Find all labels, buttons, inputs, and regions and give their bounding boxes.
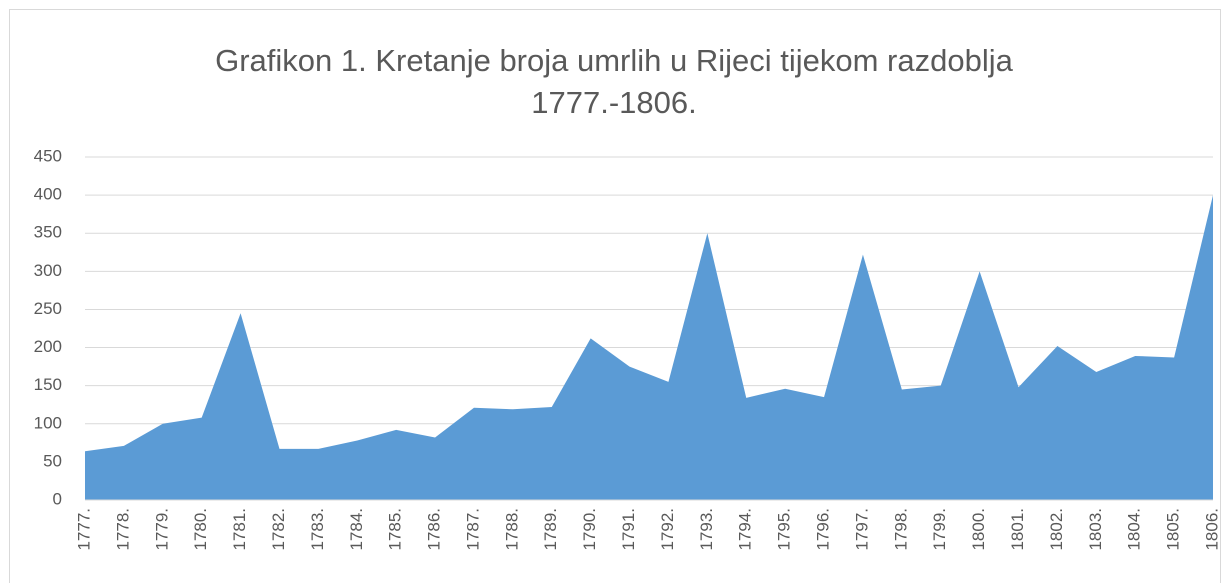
x-tick-label: 1795. [775, 508, 794, 551]
y-tick-label: 450 [34, 146, 62, 165]
y-tick-label: 350 [34, 223, 62, 242]
x-tick-label: 1780. [191, 508, 210, 551]
area [85, 195, 1213, 500]
x-tick-label: 1797. [852, 508, 871, 551]
x-tick-label: 1784. [347, 508, 366, 551]
x-tick-label: 1783. [308, 508, 327, 551]
x-tick-label: 1789. [541, 508, 560, 551]
x-tick-label: 1792. [658, 508, 677, 551]
x-tick-label: 1801. [1008, 508, 1027, 551]
x-tick-label: 1794. [736, 508, 755, 551]
x-tick-label: 1787. [463, 508, 482, 551]
x-tick-label: 1790. [580, 508, 599, 551]
x-tick-label: 1804. [1125, 508, 1144, 551]
y-tick-label: 50 [43, 451, 62, 470]
x-tick-label: 1805. [1164, 508, 1183, 551]
x-tick-label: 1777. [74, 508, 93, 551]
y-tick-label: 0 [53, 489, 62, 508]
x-tick-label: 1785. [386, 508, 405, 551]
x-tick-label: 1798. [891, 508, 910, 551]
x-tick-label: 1778. [113, 508, 132, 551]
y-tick-label: 300 [34, 261, 62, 280]
x-tick-label: 1799. [930, 508, 949, 551]
x-tick-label: 1793. [697, 508, 716, 551]
x-tick-label: 1806. [1202, 508, 1221, 551]
x-tick-label: 1796. [814, 508, 833, 551]
y-tick-label: 150 [34, 375, 62, 394]
y-tick-label: 200 [34, 337, 62, 356]
x-tick-label: 1791. [619, 508, 638, 551]
x-tick-label: 1802. [1047, 508, 1066, 551]
chart-title: Grafikon 1. Kretanje broja umrlih u Rije… [215, 43, 1013, 120]
x-tick-label: 1786. [425, 508, 444, 551]
x-tick-label: 1800. [969, 508, 988, 551]
x-tick-label: 1781. [230, 508, 249, 551]
x-tick-label: 1788. [502, 508, 521, 551]
chart-frame [9, 9, 1221, 583]
x-tick-label: 1779. [152, 508, 171, 551]
x-tick-label: 1782. [269, 508, 288, 551]
x-tick-label: 1803. [1086, 508, 1105, 551]
y-tick-label: 400 [34, 185, 62, 204]
y-tick-label: 250 [34, 299, 62, 318]
y-tick-label: 100 [34, 413, 62, 432]
